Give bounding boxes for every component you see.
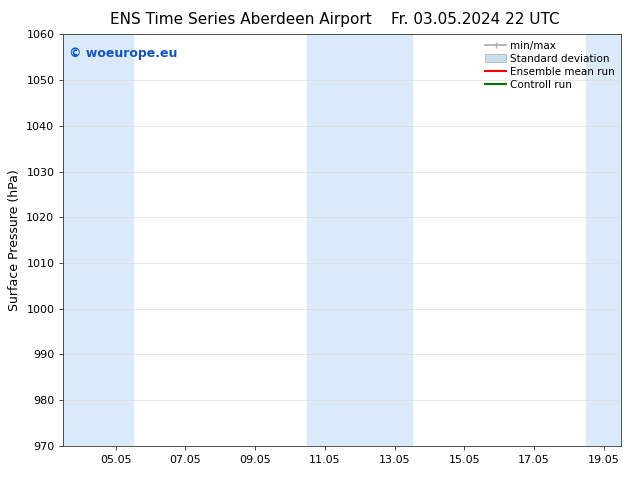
Bar (586, 34, 621, 446)
Text: Fr. 03.05.2024 22 UTC: Fr. 03.05.2024 22 UTC (391, 12, 560, 27)
Bar (307, 34, 412, 446)
Legend: min/max, Standard deviation, Ensemble mean run, Controll run: min/max, Standard deviation, Ensemble me… (481, 36, 619, 94)
Text: ENS Time Series Aberdeen Airport: ENS Time Series Aberdeen Airport (110, 12, 372, 27)
Text: © woeurope.eu: © woeurope.eu (69, 47, 178, 60)
Bar (63, 34, 133, 446)
Y-axis label: Surface Pressure (hPa): Surface Pressure (hPa) (8, 169, 21, 311)
